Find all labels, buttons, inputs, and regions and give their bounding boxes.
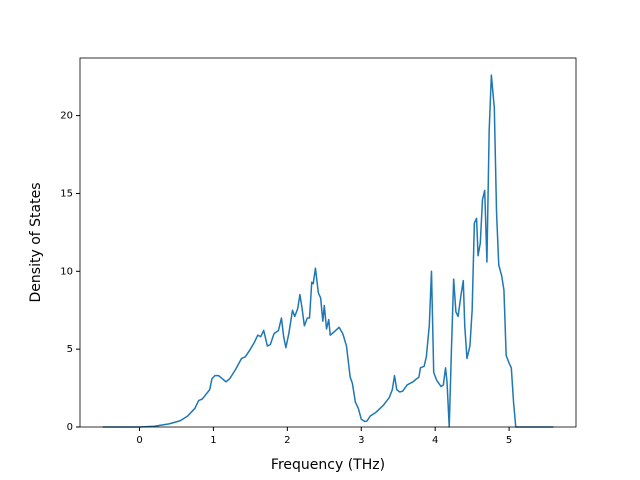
y-tick-label: 5: [67, 344, 73, 355]
x-tick-label: 0: [136, 435, 142, 446]
y-tick-label: 15: [60, 188, 73, 199]
x-axis-label: Frequency (THz): [271, 457, 385, 473]
plot-frame: [79, 57, 577, 428]
y-tick-label: 20: [60, 111, 73, 122]
line: [102, 74, 554, 428]
x-tick-label: 5: [506, 435, 512, 446]
x-tick-label: 2: [284, 435, 290, 446]
x-tick-label: 4: [432, 435, 438, 446]
y-tick-label: 10: [60, 266, 73, 277]
x-tick-label: 1: [210, 435, 216, 446]
y-axis-label: Density of States: [28, 183, 44, 303]
y-tick-label: 0: [67, 422, 73, 433]
x-tick-label: 3: [358, 435, 364, 446]
